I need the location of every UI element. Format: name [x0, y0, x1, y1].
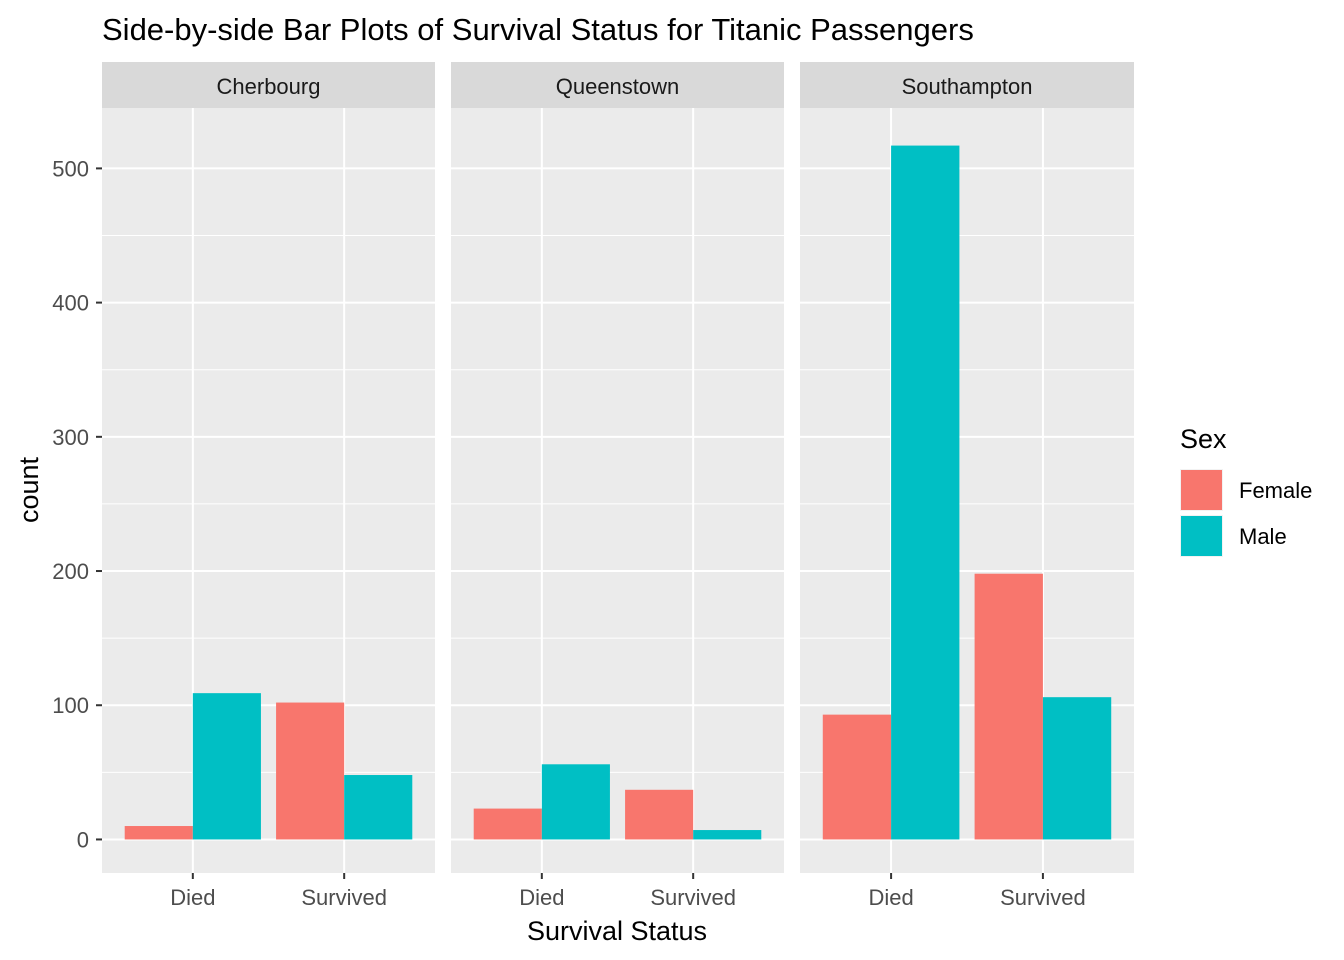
- y-tick-label: 0: [77, 827, 89, 852]
- bar-queenstown-survived-male: [693, 830, 762, 840]
- facet-strip-label: Queenstown: [556, 74, 680, 99]
- bar-southampton-died-male: [891, 145, 960, 840]
- facet-strip: [800, 62, 1134, 108]
- bar-southampton-survived-male: [1042, 697, 1112, 840]
- legend-key-male: [1181, 516, 1222, 556]
- bar-queenstown-died-male: [541, 764, 610, 840]
- x-tick-label: Died: [519, 885, 564, 910]
- facet-panels: Cherbourg Died Survived Queenstown Died Survi…: [102, 62, 1134, 910]
- x-tick-label: Survived: [301, 885, 387, 910]
- x-axis-title: Survival Status: [527, 916, 707, 946]
- y-tick-label: 500: [52, 156, 89, 181]
- x-tick-label: Died: [868, 885, 913, 910]
- y-tick-label: 400: [52, 291, 89, 316]
- bar-cherbourg-died-male: [192, 693, 261, 840]
- chart-title: Side-by-side Bar Plots of Survival Statu…: [102, 12, 974, 47]
- facet-strip: [451, 62, 784, 108]
- legend: Sex Female Male: [1180, 424, 1312, 557]
- legend-label-male: Male: [1239, 524, 1287, 549]
- y-tick-label: 100: [52, 693, 89, 718]
- x-tick-label: Died: [170, 885, 215, 910]
- panel-background: [451, 108, 784, 873]
- facet-panel-southampton: Southampton Died Survived: [800, 62, 1134, 910]
- bar-cherbourg-survived-male: [344, 775, 413, 840]
- legend-key-female: [1181, 470, 1222, 510]
- legend-label-female: Female: [1239, 478, 1312, 503]
- facet-panel-queenstown: Queenstown Died Survived: [451, 62, 784, 910]
- facet-strip: [102, 62, 435, 108]
- legend-title: Sex: [1180, 424, 1227, 454]
- y-tick-label: 200: [52, 559, 89, 584]
- bar-cherbourg-survived-female: [276, 702, 345, 840]
- y-axis: 0 100 200 300 400 500: [52, 156, 102, 852]
- bar-queenstown-died-female: [473, 808, 542, 840]
- panel-background: [102, 108, 435, 873]
- bar-southampton-died-female: [822, 714, 892, 840]
- x-tick-label: Survived: [1000, 885, 1086, 910]
- y-tick-label: 300: [52, 425, 89, 450]
- bar-cherbourg-died-female: [124, 826, 193, 840]
- y-axis-title: count: [14, 456, 44, 523]
- facet-panel-cherbourg: Cherbourg Died Survived: [102, 62, 435, 910]
- x-tick-label: Survived: [650, 885, 736, 910]
- facet-strip-label: Cherbourg: [217, 74, 321, 99]
- bar-queenstown-survived-female: [625, 789, 694, 840]
- bar-southampton-survived-female: [974, 573, 1043, 840]
- facet-strip-label: Southampton: [902, 74, 1033, 99]
